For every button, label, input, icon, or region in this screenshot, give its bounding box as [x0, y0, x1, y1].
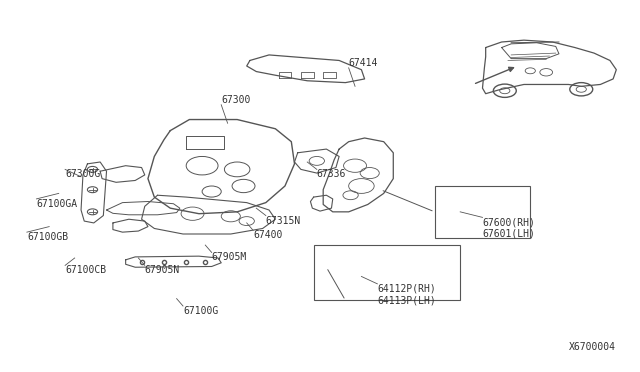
Text: 67300: 67300	[221, 95, 251, 105]
Text: 67100CB: 67100CB	[65, 265, 106, 275]
Text: 67100G: 67100G	[183, 306, 218, 316]
Text: 67315N: 67315N	[266, 215, 301, 225]
Text: 67905M: 67905M	[212, 253, 247, 263]
Text: 67414: 67414	[349, 58, 378, 68]
Text: 67336: 67336	[317, 169, 346, 179]
Text: 67905N: 67905N	[145, 265, 180, 275]
Text: 67300G: 67300G	[65, 169, 100, 179]
Text: 64112P(RH)
64113P(LH): 64112P(RH) 64113P(LH)	[378, 284, 436, 305]
Text: 67600(RH)
67601(LH): 67600(RH) 67601(LH)	[483, 217, 536, 239]
Text: 67100GA: 67100GA	[36, 199, 77, 209]
Text: 67400: 67400	[253, 230, 282, 240]
Text: X6700004: X6700004	[570, 342, 616, 352]
Text: 67100GB: 67100GB	[27, 232, 68, 242]
